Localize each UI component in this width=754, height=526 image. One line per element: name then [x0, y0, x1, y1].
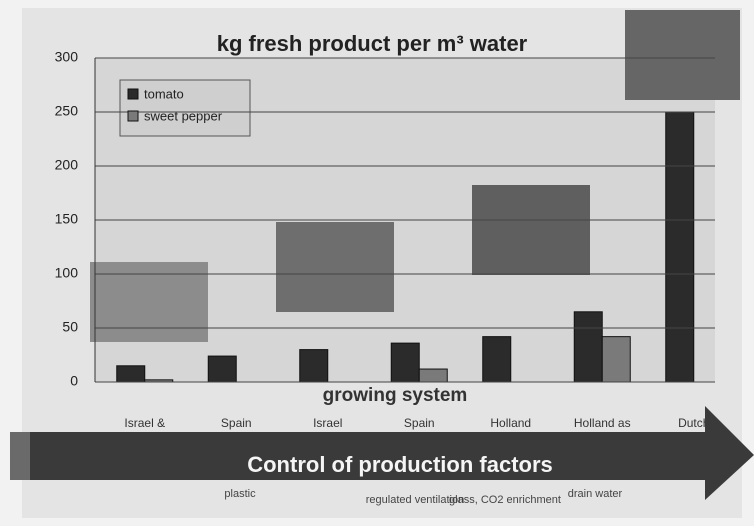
- x-tick-label: Holland: [490, 416, 531, 430]
- bar: [665, 111, 695, 383]
- bar: [601, 336, 631, 383]
- legend-label: sweet pepper: [144, 108, 223, 123]
- legend-swatch: [127, 110, 139, 122]
- x-tick-label: Spain: [404, 416, 435, 430]
- legend: [119, 79, 251, 137]
- note: regulated ventilation: [366, 494, 464, 506]
- arrow-band: [10, 432, 30, 480]
- y-tick-label: 150: [55, 211, 79, 227]
- arrow: [10, 406, 754, 500]
- y-tick-label: 250: [55, 103, 79, 119]
- photo: [625, 10, 740, 100]
- bar: [482, 336, 512, 383]
- note: plastic: [224, 488, 256, 500]
- y-tick-label: 200: [55, 157, 79, 173]
- y-tick-label: 50: [62, 319, 78, 335]
- x-tick-label: Dutch: [678, 416, 709, 430]
- photos: [90, 10, 740, 383]
- note: drain water: [568, 488, 623, 500]
- legend-label: tomato: [144, 86, 184, 101]
- y-tick-label: 100: [55, 265, 79, 281]
- legend-swatch: [127, 88, 139, 100]
- arrow-text: Control of production factors: [247, 452, 553, 477]
- x-tick-label: Holland as: [574, 416, 631, 430]
- chart-title: kg fresh product per m³ water: [217, 31, 528, 56]
- x-tick-label: Israel &: [124, 416, 165, 430]
- y-tick-label: 300: [55, 49, 79, 65]
- photo: [276, 222, 394, 312]
- bar: [116, 365, 146, 383]
- x-tick-label: Spain: [221, 416, 252, 430]
- note: glass, CO2 enrichment: [449, 494, 561, 506]
- bar: [299, 349, 329, 383]
- y-tick-label: 0: [70, 373, 78, 389]
- bar: [418, 368, 448, 383]
- bar: [390, 342, 420, 383]
- x-tick-label: Israel: [313, 416, 342, 430]
- photo: [90, 262, 208, 342]
- bar: [573, 311, 603, 383]
- bar: [207, 355, 237, 383]
- photo: [472, 185, 590, 275]
- x-axis-title: growing system: [323, 385, 468, 406]
